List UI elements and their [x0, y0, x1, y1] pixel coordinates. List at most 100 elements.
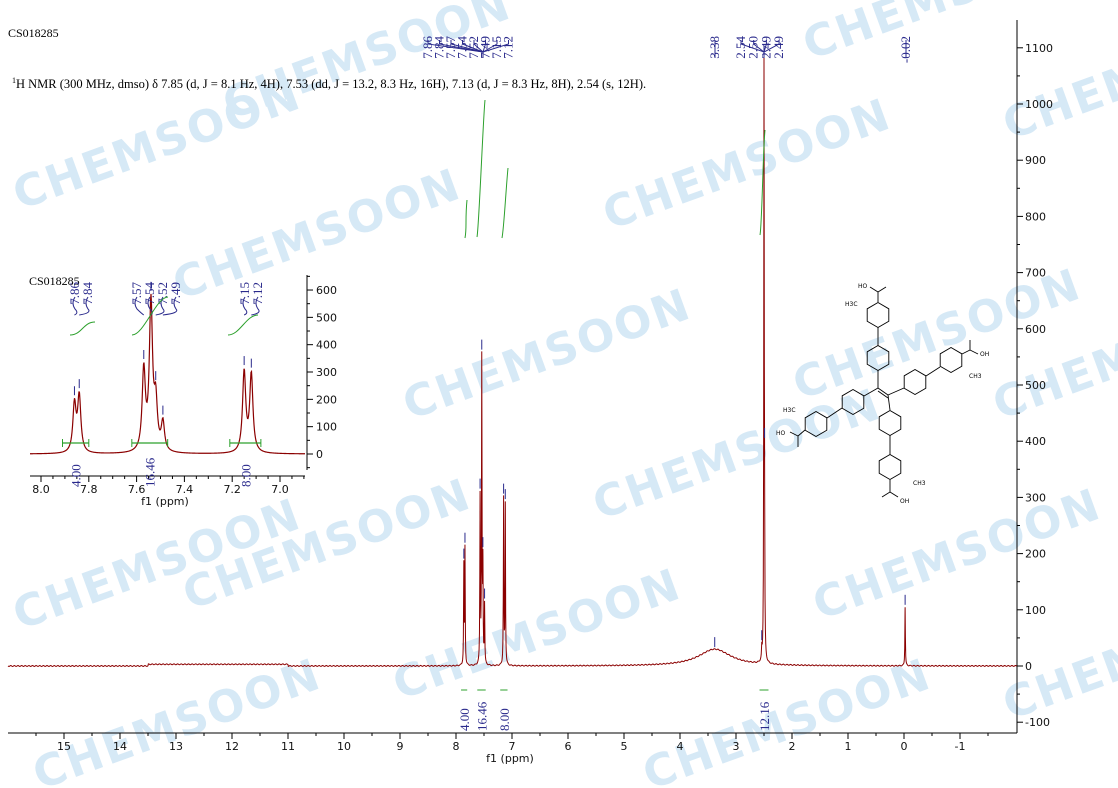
peak-label-connector	[482, 40, 509, 58]
nmr-summary: 1H NMR (300 MHz, dmso) δ 7.85 (d, J = 8.…	[12, 76, 646, 91]
inset-peak-label: 7.49	[168, 282, 183, 305]
inset-x-axis-label: f1 (ppm)	[141, 495, 189, 508]
spectrum-trace	[7, 57, 1018, 668]
watermark-text: CHEMSOON	[796, 0, 1097, 70]
x-tick-label: 2	[789, 740, 796, 753]
nmr-summary-sup: 1	[12, 76, 16, 85]
inset-peak-label: 7.84	[80, 282, 95, 305]
mol-label-cooh-right: OH	[980, 351, 989, 358]
watermark-text: CHEMSOON	[996, 579, 1118, 730]
bond	[797, 429, 806, 437]
inset-integral-value: 16.46	[143, 457, 158, 487]
main-spectrum: 15 14 13 12 11 10 9 8 7 6 5 4 3 2 1 0 -1f1 (ppm)-1000100…	[7, 20, 1053, 765]
bond	[925, 366, 941, 377]
mol-label-methyl-left: H3C	[783, 407, 796, 414]
inset-x-tick-label: 7.8	[80, 483, 98, 496]
inset-y-tick-label: 500	[316, 311, 337, 324]
x-axis-label: f1 (ppm)	[486, 752, 534, 765]
watermark-text: CHEMSOON	[26, 649, 327, 788]
bond	[869, 286, 879, 293]
inset-integral-curve	[131, 296, 169, 336]
benzene-ring	[804, 410, 828, 438]
bond	[877, 286, 887, 293]
benzene-ring	[903, 368, 927, 396]
y-tick-label: 900	[1025, 154, 1046, 167]
inset-y-tick-label: 300	[316, 366, 337, 379]
peak-label: 7.86	[420, 36, 435, 59]
sample-id: CS018285	[8, 26, 59, 40]
inset-integral-value: 4.00	[69, 464, 84, 487]
inset-integral-curve	[69, 321, 96, 336]
x-tick-label: 14	[113, 740, 127, 753]
x-tick-label: 1	[845, 740, 852, 753]
y-tick-label: 800	[1025, 210, 1046, 223]
x-tick-label: 10	[337, 740, 351, 753]
nmr-summary-text: H NMR (300 MHz, dmso) δ 7.85 (d, J = 8.1…	[16, 77, 646, 91]
inset-x-tick-label: 7.2	[223, 483, 241, 496]
x-tick-label: 5	[621, 740, 628, 753]
molecule-structure: HO H3C OH CH3 HO H3C OH CH3	[776, 283, 989, 505]
inset-integral-value: 8.00	[238, 464, 253, 487]
mol-label-methyl-bottom: CH3	[913, 480, 926, 487]
inset-x-tick-label: 7.6	[128, 483, 146, 496]
mol-label-methyl-right: CH3	[969, 373, 982, 380]
mol-label-cooh-bottom: OH	[900, 498, 909, 505]
integral-curve	[759, 129, 766, 236]
inset-label-connector	[79, 296, 90, 316]
x-tick-label: 3	[733, 740, 740, 753]
mol-label-hooc-top: HO	[858, 283, 868, 290]
bond	[887, 394, 891, 411]
y-tick-label: 400	[1025, 435, 1046, 448]
peak-label: 7.49	[478, 36, 493, 59]
inset-spectrum-trace	[29, 293, 306, 455]
x-tick-label: 4	[677, 740, 684, 753]
peak-label: 2.54	[733, 36, 748, 59]
inset-y-tick-label: 600	[316, 284, 337, 297]
peak-label: 2.50	[746, 36, 761, 59]
bond	[881, 491, 891, 498]
inset-x-tick-label: 8.0	[32, 483, 50, 496]
y-tick-label: 700	[1025, 267, 1046, 280]
peak-label: 2.49	[771, 36, 786, 59]
benzene-ring	[841, 388, 865, 416]
watermark-text: CHEMSOON	[806, 479, 1107, 630]
x-tick-label: -1	[955, 740, 966, 753]
x-tick-label: 6	[565, 740, 572, 753]
x-tick-label: 15	[57, 740, 71, 753]
benzene-ring	[866, 301, 890, 329]
watermark-text: CHEMSOON	[396, 279, 697, 430]
inset-label-connector	[134, 296, 145, 316]
integral-curve	[464, 199, 468, 239]
y-tick-label: 200	[1025, 548, 1046, 561]
bond	[969, 349, 979, 355]
y-tick-label: 300	[1025, 491, 1046, 504]
peak-label: 7.57	[443, 36, 458, 59]
watermark-text: CHEMSOON	[596, 89, 897, 240]
integral-curve	[476, 99, 486, 238]
inset-peak-label: 7.12	[250, 282, 265, 305]
bond	[863, 387, 879, 397]
peak-label: 7.12	[501, 36, 516, 59]
inset-label-connector	[242, 296, 248, 316]
integral-curve	[501, 167, 509, 239]
inset-y-tick-label: 400	[316, 339, 337, 352]
integral-value: 8.00	[497, 708, 512, 731]
watermark-layer: CHEMSOONCHEMSOONCHEMSOONCHEMSOONCHEMSOON…	[6, 0, 1118, 788]
y-tick-label: 1000	[1025, 98, 1053, 111]
x-tick-label: 7	[509, 740, 516, 753]
integral-value: 16.46	[474, 701, 489, 731]
bond	[889, 491, 899, 498]
bond	[826, 407, 843, 419]
inset-y-tick-label: 100	[316, 421, 337, 434]
inset-title: CS018285	[29, 274, 80, 288]
peak-label: 7.52	[466, 36, 481, 59]
y-tick-label: 0	[1025, 660, 1032, 673]
mol-label-methyl-top: H3C	[845, 301, 858, 308]
inset-label-connector	[147, 296, 153, 316]
inset-y-tick-label: 200	[316, 393, 337, 406]
inset-spectrum: 8.0 7.8 7.6 7.4 7.2 7.0 f1 (ppm) 0 100 200 300 400 5…	[29, 274, 337, 508]
y-tick-label: 600	[1025, 323, 1046, 336]
y-tick-label: 1100	[1025, 42, 1053, 55]
inset-peak-label: 7.57	[129, 282, 144, 305]
